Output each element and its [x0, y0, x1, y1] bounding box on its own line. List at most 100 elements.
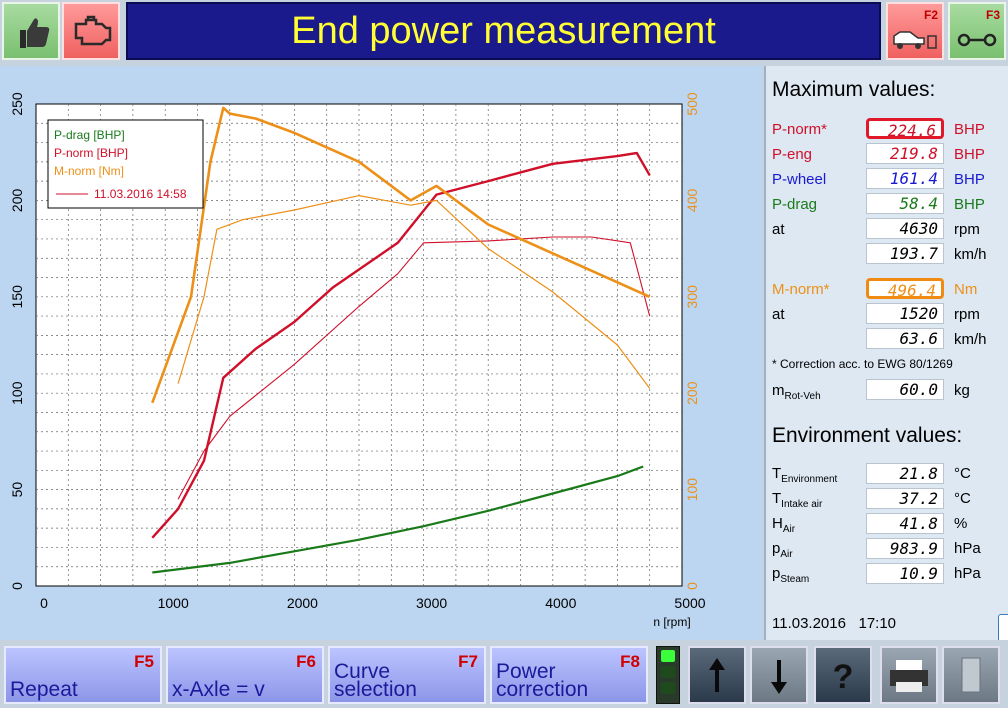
rollers-button[interactable]: F3 [948, 2, 1006, 60]
repeat-button[interactable]: Repeat F5 [4, 646, 162, 704]
x-tick-label: 5000 [674, 595, 705, 611]
curve-selection-label: Curve selection [334, 660, 417, 701]
arrow-down-button[interactable] [750, 646, 808, 704]
date: 11.03.2016 [772, 615, 846, 632]
env-label-3: pAir [772, 540, 793, 560]
timestamp: 11.03.2016 17:10 [772, 615, 896, 632]
legend-box [47, 119, 204, 209]
f2-key-label: F2 [923, 8, 938, 22]
f5-key: F5 [134, 652, 154, 671]
engine-icon [74, 15, 112, 46]
x-tick-label: 1000 [158, 595, 189, 611]
legend-entry-1: P-norm [BHP] [54, 146, 128, 160]
curve-selection-button[interactable]: Curve selection F7 [328, 646, 486, 704]
thumbs-up-icon [20, 18, 50, 48]
y-right-tick-label: 100 [684, 478, 700, 502]
series-line-2 [177, 236, 651, 500]
print-button[interactable] [880, 646, 938, 704]
env-subscript-4: Steam [780, 574, 810, 585]
max-unit-1: BHP [954, 146, 985, 163]
engine-button[interactable] [62, 2, 120, 60]
env-value-2: 41.8 [866, 513, 944, 534]
env-symbol-2: H [772, 515, 783, 532]
max-label-p-eng-1: P-eng [772, 146, 813, 163]
max-value-at-7: 1520 [866, 303, 944, 324]
env-value-0: 21.8 [866, 463, 944, 484]
series-line-0 [152, 465, 644, 574]
max-label-p-norm-0: P-norm* [772, 121, 828, 138]
chart-legend: P-drag [BHP] P-norm [BHP] M-norm [Nm] 11.03… [47, 119, 204, 209]
legend-entry-0: P-drag [BHP] [54, 128, 125, 142]
env-unit-2: % [954, 515, 968, 532]
max-label-p-drag-3: P-drag [772, 196, 818, 213]
power-correction-label: Power correction [496, 660, 589, 701]
series-line-3 [151, 106, 651, 404]
max-unit-6: Nm [954, 281, 978, 298]
header: End power measurement F2 F3 [0, 0, 1008, 66]
env-value-1: 37.2 [866, 488, 944, 509]
env-subscript-0: Environment [781, 474, 838, 485]
power-correction-button[interactable]: Power correction F8 [490, 646, 648, 704]
y-right-tick-label: 300 [684, 285, 700, 309]
env-unit-4: hPa [954, 565, 981, 582]
y-right-tick-label: 0 [684, 582, 700, 590]
f6-key: F6 [296, 652, 316, 671]
environment-title: Environment values: [772, 424, 963, 447]
env-unit-3: hPa [954, 540, 981, 557]
max-label-p-wheel-2: P-wheel [772, 171, 827, 188]
x-tick-label: 3000 [416, 595, 447, 611]
max-unit-8: km/h [954, 331, 987, 348]
env-label-2: HAir [772, 515, 795, 535]
svg-text:?: ? [833, 658, 854, 696]
exit-button[interactable] [942, 646, 1000, 704]
x-tick-label: 2000 [287, 595, 318, 611]
env-subscript-2: Air [782, 524, 796, 535]
results-panel: Maximum values: P-norm* 224.6 BHP P-eng 219.… [764, 66, 1008, 646]
legend-measurement-date: 11.03.2016 14:58 [94, 187, 187, 201]
max-value-at-4: 4630 [866, 218, 944, 239]
env-unit-0: °C [954, 465, 971, 482]
car-on-dyno-icon [893, 31, 937, 49]
series-line-4 [177, 195, 651, 389]
help-button[interactable]: ? [814, 646, 872, 704]
y-left-tick-label: 100 [9, 381, 25, 405]
max-label-m-norm-6: M-norm* [772, 281, 830, 298]
y-right-tick-label: 200 [684, 381, 700, 405]
max-value-p-wheel-2: 161.4 [866, 168, 944, 189]
env-subscript-3: Air [780, 549, 793, 560]
door-exit-icon [961, 657, 981, 693]
correction-note: * Correction acc. to EWG 80/1269 [772, 357, 953, 371]
env-label-4: pSteam [772, 565, 809, 585]
page-title: End power measurement [291, 10, 716, 52]
printer-icon [890, 660, 928, 692]
dyno-car-button[interactable]: F2 [886, 2, 944, 60]
max-unit-2: BHP [954, 171, 985, 188]
max-value-p-eng-1: 219.8 [866, 143, 944, 164]
max-unit-7: rpm [954, 306, 980, 323]
arrow-down-icon [771, 660, 787, 694]
m-rot-value: 60.0 [866, 379, 944, 400]
signal-light-icon [656, 646, 680, 704]
title-bar: End power measurement [126, 2, 881, 60]
env-symbol-1: T [772, 490, 782, 507]
legend-entry-2: M-norm [Nm] [54, 164, 124, 178]
env-subscript-1: Intake air [781, 499, 823, 510]
footer-bar: Repeat F5 x-Axle = v F6 Curve selection … [0, 640, 1008, 708]
max-value-p-norm-0: 224.6 [866, 118, 944, 140]
time: 17:10 [858, 615, 897, 632]
rollers-icon [957, 33, 997, 47]
thumbs-up-button[interactable] [2, 2, 60, 60]
arrow-up-button[interactable] [688, 646, 746, 704]
y-right-tick-label: 500 [684, 92, 700, 116]
m-rot-subscript: Rot-Veh [784, 391, 821, 402]
env-symbol-4: p [772, 565, 781, 582]
max-unit-4: rpm [954, 221, 980, 238]
max-value-blank-5: 193.7 [866, 243, 944, 264]
power-chart-area: 0 1000 2000 3000 4000 5000 n [rpm] 0 50 100 150 200… [0, 66, 762, 640]
max-values-title: Maximum values: [772, 78, 936, 101]
max-label-at-7: at [772, 306, 785, 323]
help-icon: ? [833, 658, 854, 696]
env-value-3: 983.9 [866, 538, 944, 559]
x-axle-button[interactable]: x-Axle = v F6 [166, 646, 324, 704]
